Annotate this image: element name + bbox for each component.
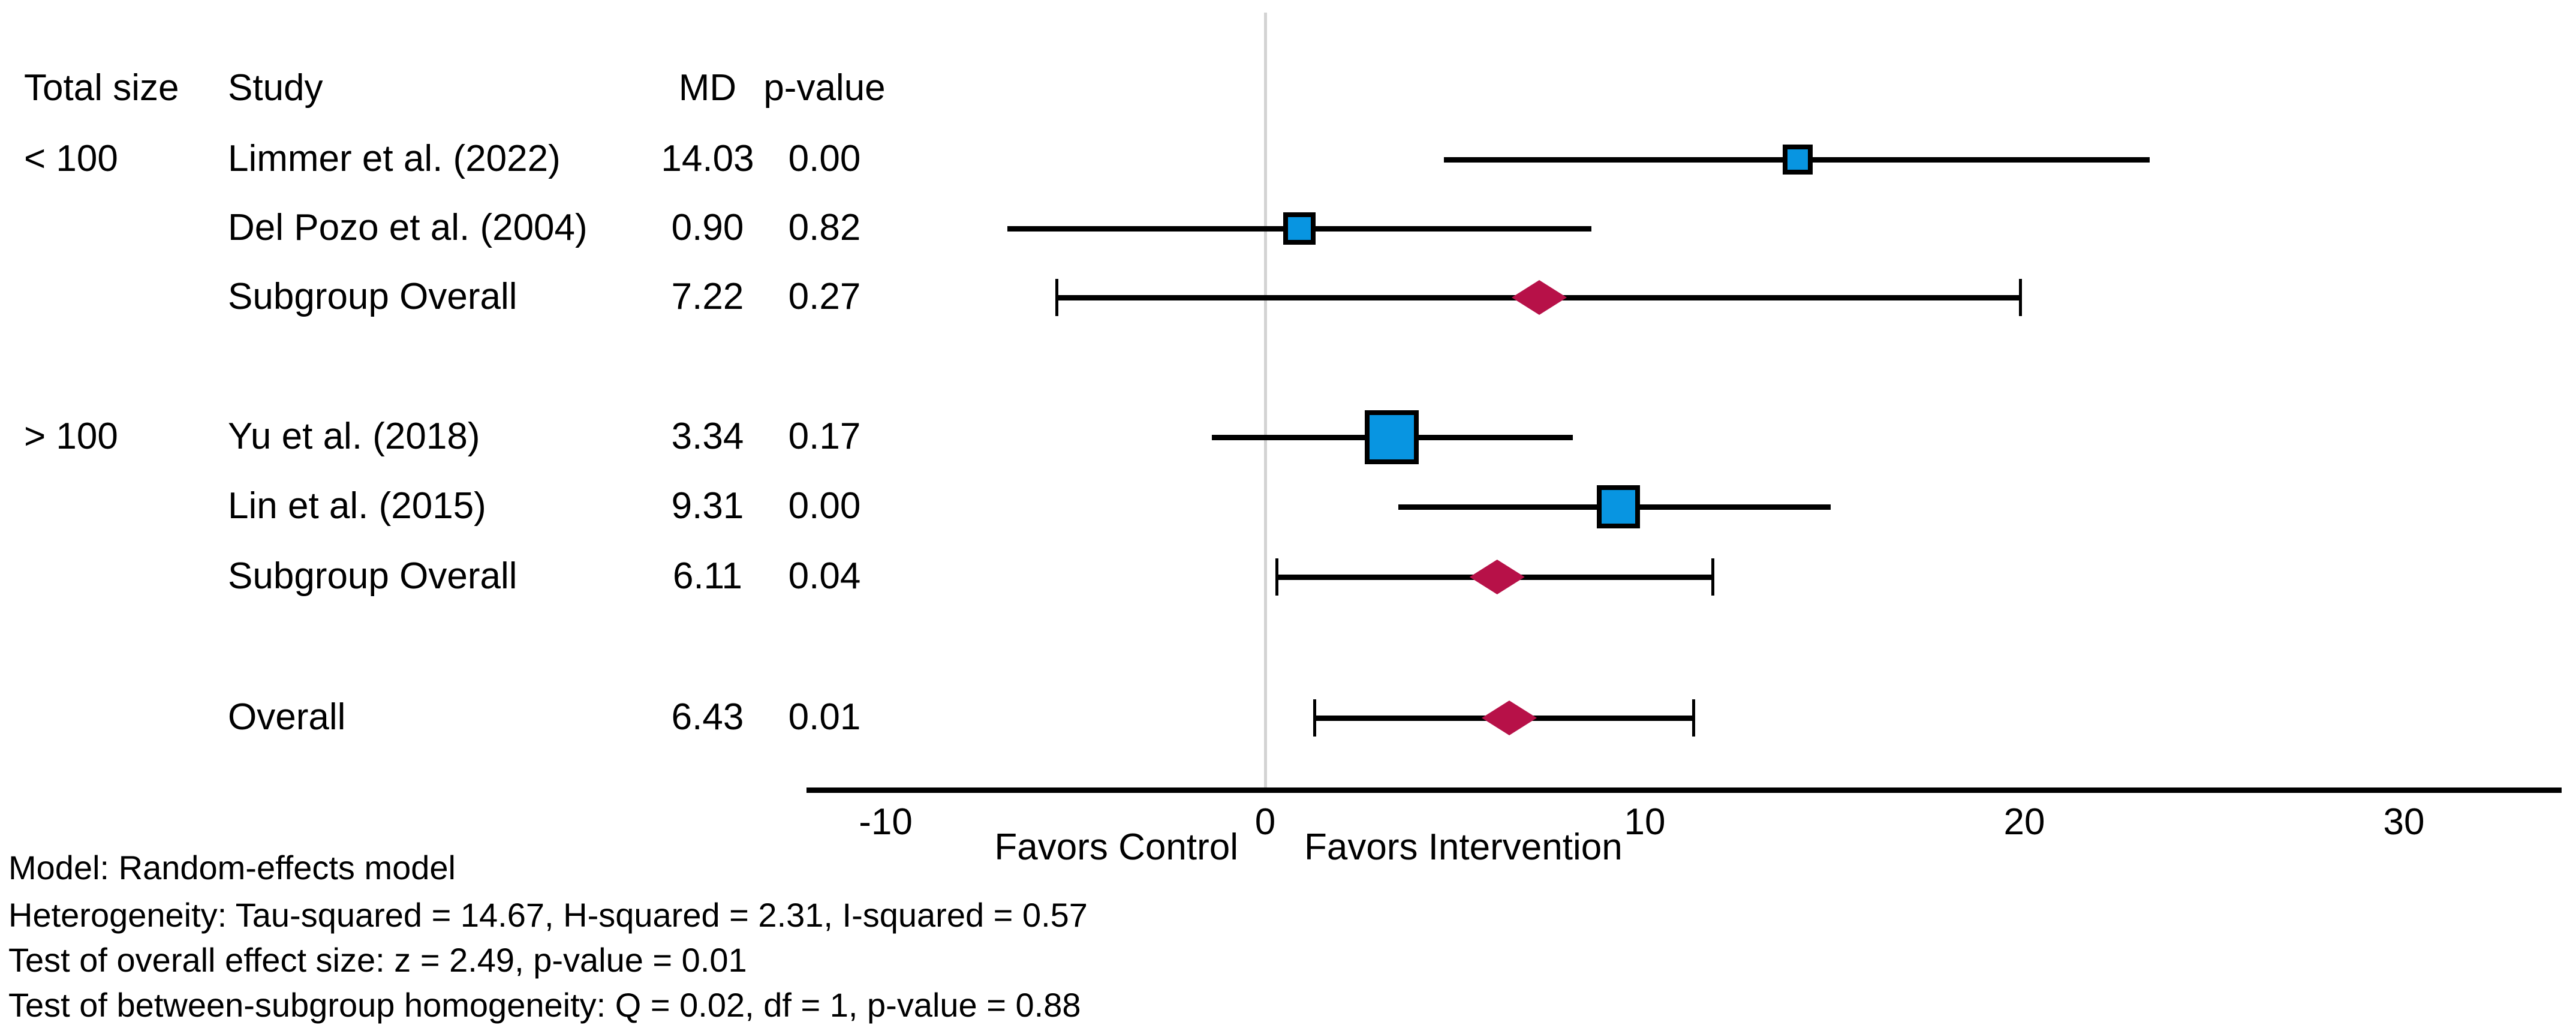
ci-cap-left [1275, 558, 1278, 596]
p-value: 0.00 [788, 137, 861, 179]
ci-cap-right [2018, 279, 2022, 316]
p-value: 0.00 [788, 485, 861, 527]
x-tick-label: 20 [2003, 801, 2045, 843]
x-tick-label: 10 [1624, 801, 1666, 843]
effect-diamond-marker [1482, 701, 1537, 735]
favors-control-label: Favors Control [994, 826, 1238, 868]
p-value: 0.04 [788, 555, 861, 597]
study-label: Del Pozo et al. (2004) [228, 206, 588, 248]
footnote-line: Heterogeneity: Tau-squared = 14.67, H-sq… [8, 895, 1088, 934]
effect-diamond-marker [1512, 280, 1567, 315]
x-tick-label: 30 [2383, 801, 2425, 843]
p-value: 0.27 [788, 275, 861, 317]
group-label: < 100 [24, 137, 118, 179]
md-value: 9.31 [671, 485, 744, 527]
effect-square-marker [1597, 485, 1641, 528]
study-label: Overall [228, 696, 346, 738]
study-label: Lin et al. (2015) [228, 485, 486, 527]
footnote-line: Test of between-subgroup homogeneity: Q … [8, 985, 1081, 1024]
favors-intervention-label: Favors Intervention [1304, 826, 1623, 868]
column-header-md: MD [678, 67, 737, 109]
x-axis-line [806, 787, 2562, 793]
md-value: 0.90 [671, 206, 744, 248]
column-header-total-size: Total size [24, 67, 179, 109]
p-value: 0.01 [788, 696, 861, 738]
ci-cap-right [1692, 699, 1696, 737]
p-value: 0.17 [788, 415, 861, 457]
effect-diamond-marker [1469, 560, 1525, 594]
p-value: 0.82 [788, 206, 861, 248]
effect-square-marker [1283, 212, 1316, 245]
study-label: Subgroup Overall [228, 275, 517, 317]
effect-square-marker [1365, 410, 1419, 464]
study-label: Subgroup Overall [228, 555, 517, 597]
zero-reference-line [1264, 13, 1267, 787]
ci-cap-left [1055, 279, 1058, 316]
study-label: Limmer et al. (2022) [228, 137, 561, 179]
ci-cap-right [1711, 558, 1714, 596]
column-header-p-value: p-value [763, 67, 886, 109]
md-value: 6.43 [671, 696, 744, 738]
x-tick-label: 0 [1254, 801, 1276, 843]
md-value: 14.03 [661, 137, 754, 179]
footnote-line: Model: Random-effects model [8, 848, 456, 886]
column-header-study: Study [228, 67, 323, 109]
md-value: 7.22 [671, 275, 744, 317]
md-value: 3.34 [671, 415, 744, 457]
ci-cap-left [1313, 699, 1317, 737]
group-label: > 100 [24, 415, 118, 457]
effect-square-marker [1783, 145, 1813, 175]
md-value: 6.11 [672, 555, 743, 597]
study-label: Yu et al. (2018) [228, 415, 480, 457]
x-tick-label: -10 [859, 801, 913, 843]
footnote-line: Test of overall effect size: z = 2.49, p… [8, 940, 747, 979]
